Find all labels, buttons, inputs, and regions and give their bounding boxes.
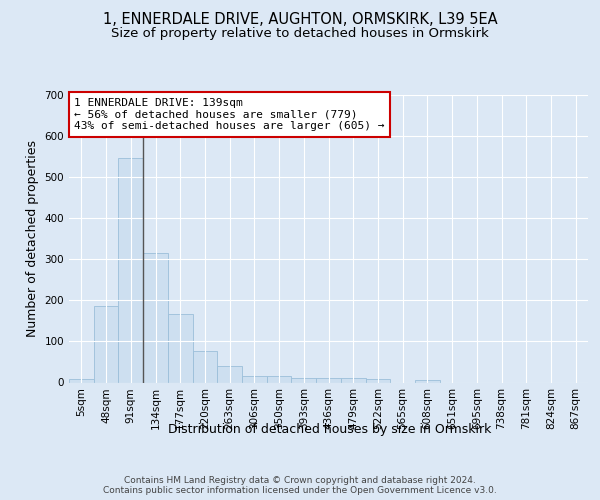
Bar (94, 306, 118, 382)
Bar (365, 379, 390, 382)
Bar (69, 379, 94, 382)
Bar (217, 366, 242, 382)
Text: 1, ENNERDALE DRIVE, AUGHTON, ORMSKIRK, L39 5EA: 1, ENNERDALE DRIVE, AUGHTON, ORMSKIRK, L… (103, 12, 497, 28)
Text: Contains HM Land Registry data © Crown copyright and database right 2024.
Contai: Contains HM Land Registry data © Crown c… (103, 476, 497, 495)
Bar (168, 314, 193, 382)
Text: Size of property relative to detached houses in Ormskirk: Size of property relative to detached ho… (111, 28, 489, 40)
Bar (118, 158, 143, 382)
Text: 1 ENNERDALE DRIVE: 139sqm
← 56% of detached houses are smaller (779)
43% of semi: 1 ENNERDALE DRIVE: 139sqm ← 56% of detac… (74, 98, 385, 131)
Bar (242, 376, 267, 382)
Text: Distribution of detached houses by size in Ormskirk: Distribution of detached houses by size … (169, 422, 491, 436)
Bar (143, 253, 168, 382)
Bar (316, 378, 341, 382)
Bar (292, 378, 316, 382)
Bar (415, 380, 440, 382)
Y-axis label: Number of detached properties: Number of detached properties (26, 140, 39, 337)
Bar (267, 376, 292, 382)
Bar (193, 351, 217, 382)
Bar (341, 378, 365, 382)
